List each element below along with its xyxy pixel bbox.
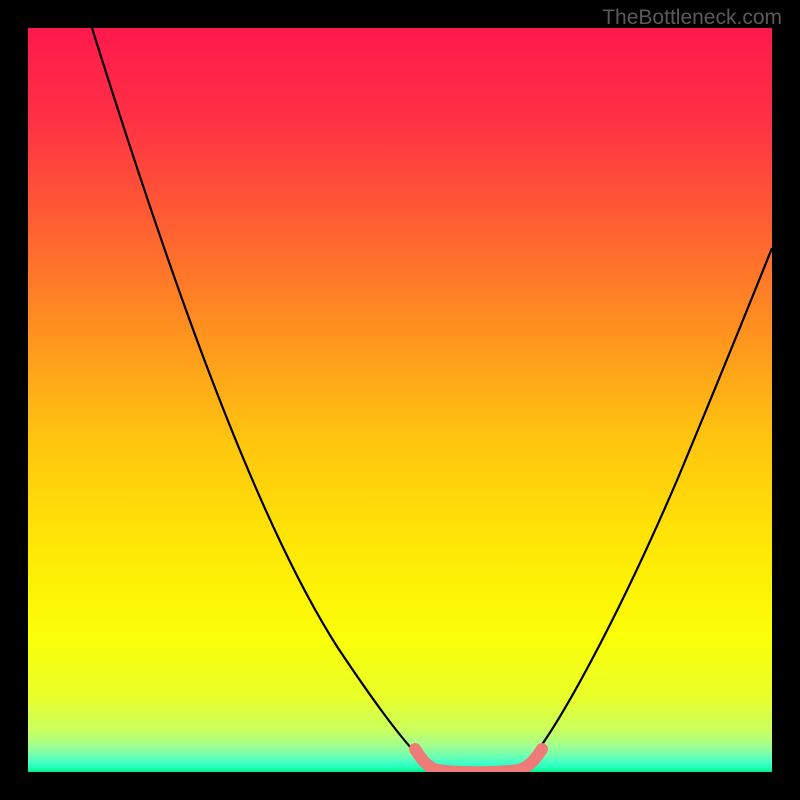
gradient-plot (28, 28, 772, 772)
gradient-background (28, 28, 772, 772)
watermark-text: TheBottleneck.com (602, 6, 782, 30)
